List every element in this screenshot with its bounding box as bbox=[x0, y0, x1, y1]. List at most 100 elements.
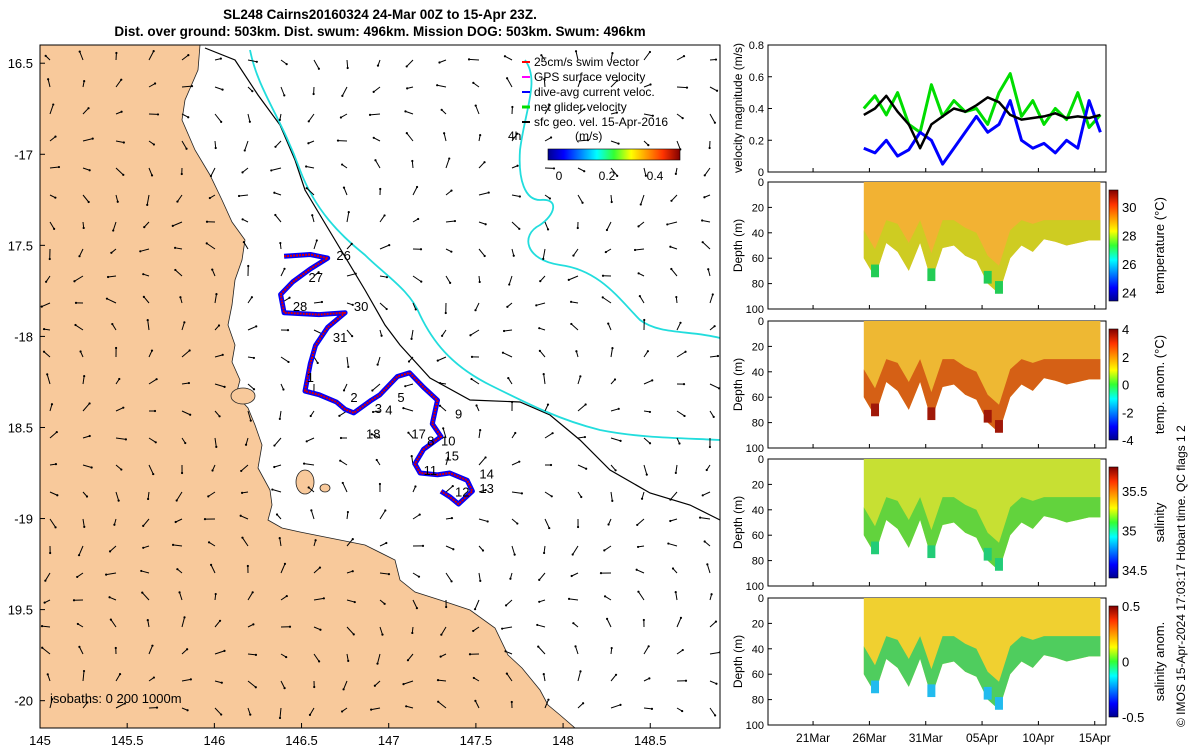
map-y-tick-label: 16.5 bbox=[8, 56, 33, 71]
current-arrow bbox=[676, 649, 684, 655]
current-arrow-head bbox=[123, 702, 126, 705]
section-colorbar-tick: 0.5 bbox=[1122, 599, 1140, 614]
current-arrow bbox=[304, 463, 315, 466]
current-arrow bbox=[375, 159, 381, 169]
current-arrow-head bbox=[372, 90, 375, 93]
current-arrow-head bbox=[619, 703, 622, 706]
current-arrow-head bbox=[516, 522, 519, 525]
current-arrow bbox=[181, 382, 190, 385]
current-arrow bbox=[247, 592, 254, 601]
current-arrow bbox=[280, 563, 286, 574]
current-arrow bbox=[148, 167, 153, 176]
section-colorbar-tick: 0 bbox=[1122, 655, 1129, 670]
current-arrow bbox=[506, 78, 513, 88]
current-arrow bbox=[107, 275, 117, 278]
current-arrow-head bbox=[674, 591, 677, 594]
current-arrow bbox=[704, 541, 711, 547]
current-arrow-head bbox=[383, 214, 386, 217]
current-arrow bbox=[379, 215, 385, 223]
current-arrow bbox=[704, 167, 711, 176]
velocity-y-tick-label: 0.2 bbox=[749, 135, 764, 147]
section-data-fill bbox=[863, 459, 1101, 571]
current-arrow bbox=[74, 275, 84, 282]
current-arrow-head bbox=[581, 201, 584, 204]
current-arrow-head bbox=[244, 443, 248, 446]
current-arrow-head bbox=[250, 296, 254, 299]
current-arrow bbox=[411, 329, 414, 339]
section-ylabel: Depth (m) bbox=[731, 358, 745, 411]
section-y-tick-label: 40 bbox=[752, 505, 764, 517]
current-arrow-head bbox=[518, 227, 521, 230]
current-arrow bbox=[238, 194, 249, 197]
current-arrow bbox=[475, 105, 480, 115]
current-arrow-head bbox=[155, 378, 158, 381]
current-arrow-head bbox=[54, 196, 57, 199]
current-arrow bbox=[504, 55, 513, 61]
current-arrow bbox=[412, 275, 422, 283]
current-arrow-head bbox=[681, 117, 684, 120]
current-arrow-head bbox=[415, 185, 419, 189]
velocity-series-dive-avg-current-veloc- bbox=[863, 99, 1102, 166]
chart-title-line1: SL248 Cairns20160324 24-Mar 00Z to 15-Ap… bbox=[223, 7, 537, 22]
current-arrow bbox=[577, 167, 585, 172]
current-arrow-head bbox=[288, 625, 292, 628]
current-arrow-head bbox=[714, 714, 717, 717]
current-arrow-head bbox=[714, 620, 718, 623]
current-arrow bbox=[610, 408, 619, 412]
current-arrow bbox=[511, 461, 520, 466]
current-arrow-head bbox=[703, 196, 706, 199]
current-arrow bbox=[115, 702, 126, 709]
current-arrow-head bbox=[336, 139, 340, 142]
legend-swim-vector: 25cm/s swim vector bbox=[534, 55, 639, 69]
current-arrow-head bbox=[370, 433, 373, 436]
colorbar-tick: 0.2 bbox=[599, 169, 616, 183]
current-arrow-head bbox=[205, 242, 208, 245]
current-arrow bbox=[573, 248, 579, 256]
current-arrow bbox=[571, 572, 579, 577]
current-arrow-head bbox=[341, 94, 344, 97]
section-y-tick-label: 20 bbox=[752, 618, 764, 630]
current-arrow-head bbox=[406, 87, 409, 90]
current-arrow bbox=[374, 680, 381, 687]
current-arrow-head bbox=[714, 58, 718, 61]
current-arrow bbox=[478, 161, 485, 169]
current-arrow-head bbox=[637, 272, 640, 275]
current-arrow bbox=[247, 410, 252, 421]
current-arrow-head bbox=[410, 337, 413, 340]
current-arrow-head bbox=[220, 120, 223, 123]
current-arrow-head bbox=[701, 219, 704, 222]
section-y-tick-label: 0 bbox=[758, 454, 764, 466]
current-arrow-head bbox=[374, 159, 377, 162]
current-arrow-head bbox=[141, 591, 144, 594]
current-arrow bbox=[49, 431, 58, 439]
map-x-axis: 145 145.5 146 146.5 147 147.5 148 148.5 bbox=[29, 723, 667, 748]
current-arrow-head bbox=[73, 280, 76, 283]
current-arrow bbox=[346, 243, 353, 250]
current-arrow bbox=[478, 518, 488, 522]
legend-dive-avg: dive-avg current veloc. bbox=[534, 85, 655, 99]
current-arrow-head bbox=[54, 462, 58, 466]
current-arrow-head bbox=[186, 709, 189, 712]
current-arrow-head bbox=[346, 66, 349, 70]
current-arrow bbox=[379, 572, 389, 575]
current-arrow-head bbox=[376, 64, 380, 67]
current-arrow-head bbox=[120, 110, 123, 113]
section-y-tick-label: 40 bbox=[752, 228, 764, 240]
current-arrow-head bbox=[209, 563, 213, 566]
current-arrow-head bbox=[537, 645, 540, 648]
section-ylabel: Depth (m) bbox=[731, 219, 745, 272]
current-arrow bbox=[508, 275, 513, 285]
time-tick-label: 26Mar bbox=[852, 731, 886, 745]
current-arrow-head bbox=[205, 220, 209, 223]
current-arrow bbox=[379, 244, 390, 250]
current-arrow bbox=[143, 296, 150, 304]
current-arrow-head bbox=[444, 311, 447, 315]
current-arrow-head bbox=[278, 417, 281, 421]
current-arrow bbox=[709, 383, 720, 389]
current-arrow bbox=[503, 329, 513, 332]
current-arrow bbox=[668, 543, 678, 547]
current-arrow-head bbox=[510, 700, 513, 704]
current-arrow-head bbox=[180, 172, 183, 176]
current-arrow bbox=[115, 79, 122, 88]
current-arrow bbox=[142, 518, 150, 527]
